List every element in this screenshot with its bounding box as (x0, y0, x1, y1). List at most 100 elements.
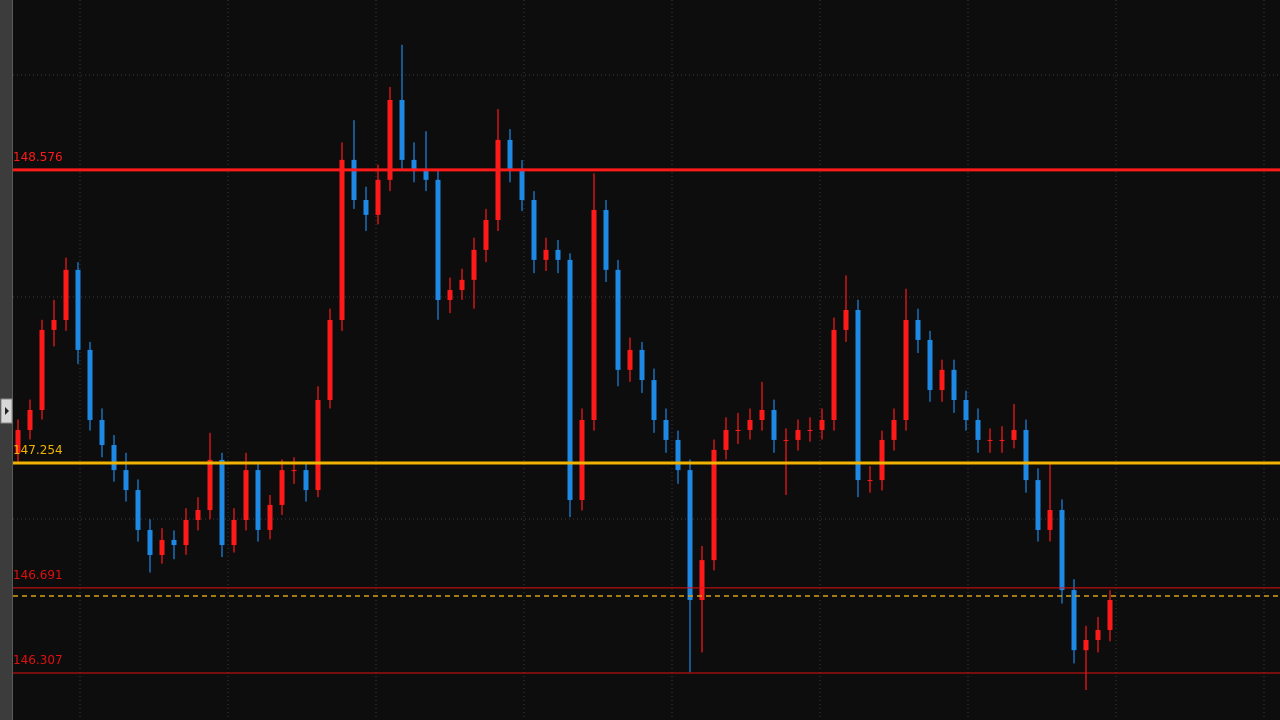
candle-body (327, 319, 333, 401)
candle-body (891, 419, 897, 440)
candle-body (1107, 600, 1113, 630)
candle-body (231, 519, 237, 546)
candle-body (651, 380, 657, 420)
candle-body (495, 139, 501, 220)
candle-body (663, 419, 669, 440)
candle-body (159, 539, 165, 556)
grid (13, 0, 1280, 720)
candle-body (147, 529, 153, 556)
candle-body (459, 279, 465, 291)
candle-body (555, 249, 561, 260)
candle-body (27, 410, 33, 430)
candle-body (1011, 429, 1017, 440)
candle-body (363, 200, 369, 215)
side-panel (0, 0, 12, 720)
candle-body (819, 419, 825, 430)
candle-body (1095, 629, 1101, 640)
candle-body (1035, 480, 1041, 530)
candle-body (375, 179, 381, 215)
candle-body (735, 429, 741, 431)
candle-body (267, 504, 273, 530)
candle-body (507, 139, 513, 170)
candle-body (1083, 639, 1089, 651)
candle-body (807, 429, 813, 431)
candle-body (63, 269, 69, 320)
candle-body (1047, 510, 1053, 530)
candle-body (99, 419, 105, 446)
candle-body (303, 470, 309, 491)
candle-body (939, 369, 945, 391)
candle-body (879, 439, 885, 481)
candle-body (723, 429, 729, 450)
candle-body (951, 369, 957, 401)
candle-body (1023, 429, 1029, 481)
candle-body (171, 539, 177, 546)
panel-toggle[interactable] (0, 398, 13, 424)
candle-body (999, 439, 1005, 441)
candle-body (639, 349, 645, 381)
candle-body (543, 249, 549, 260)
candle-body (771, 410, 777, 440)
candle-body (339, 159, 345, 320)
candle-body (747, 419, 753, 430)
candles (15, 44, 1113, 691)
candle-body (471, 249, 477, 280)
candle-body (903, 319, 909, 420)
candle-body (711, 449, 717, 561)
candle-body (87, 349, 93, 420)
candle-body (219, 459, 225, 546)
level-label: 146.307 (13, 653, 63, 667)
candle-body (351, 159, 357, 201)
candle-body (51, 319, 57, 330)
candle-body (411, 159, 417, 170)
candle-body (15, 429, 21, 453)
candle-body (615, 269, 621, 370)
candle-body (207, 459, 213, 511)
candle-body (675, 439, 681, 471)
candle-body (315, 400, 321, 491)
candle-body (855, 309, 861, 481)
candle-body (603, 209, 609, 270)
candle-body (399, 100, 405, 160)
candle-body (627, 349, 633, 370)
levels: 148.576 147.254 146.691 146.307 (13, 150, 1280, 674)
candle-body (591, 209, 597, 420)
candle-body (75, 269, 81, 350)
candle-body (447, 290, 453, 301)
candle-body (783, 439, 789, 441)
candle-body (111, 445, 117, 471)
candle-body (183, 519, 189, 546)
candle-body (567, 259, 573, 501)
candle-body (843, 309, 849, 330)
panel-toggle-arrow (5, 407, 9, 415)
candle-body (255, 470, 261, 530)
level-label: 146.691 (13, 568, 63, 582)
candle-body (483, 219, 489, 250)
candle-body (831, 329, 837, 420)
candle-body (987, 439, 993, 441)
candle-body (975, 419, 981, 440)
candle-body (243, 470, 249, 520)
level-label: 147.254 (13, 443, 63, 457)
candle-body (123, 470, 129, 491)
candle-body (699, 560, 705, 601)
candle-body (135, 490, 141, 530)
candle-body (1059, 510, 1065, 591)
candle-body (387, 100, 393, 180)
candle-body (927, 339, 933, 391)
candle-body (867, 480, 873, 482)
candle-body (579, 419, 585, 501)
candle-body (759, 410, 765, 420)
candle-body (915, 319, 921, 340)
candle-body (279, 470, 285, 505)
candle-body (963, 400, 969, 420)
candle-body (435, 179, 441, 301)
level-label: 148.576 (13, 150, 63, 164)
candle-body (291, 470, 297, 472)
candle-body (531, 200, 537, 260)
candle-body (423, 169, 429, 180)
candle-body (795, 429, 801, 440)
candle-body (1071, 590, 1077, 651)
